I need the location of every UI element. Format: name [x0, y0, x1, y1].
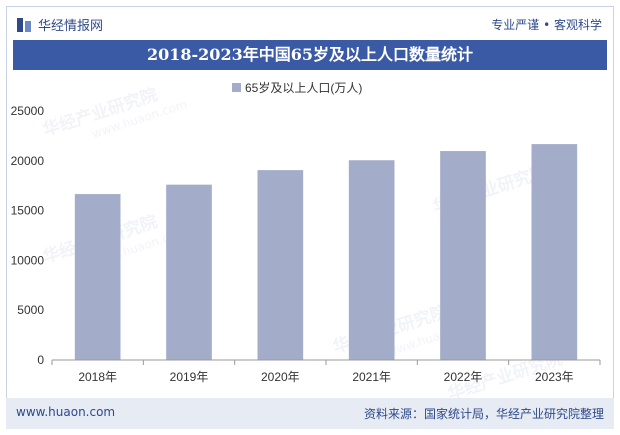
- y-tick-label: 0: [37, 353, 44, 367]
- slogan: 专业严谨 • 客观科学: [491, 18, 602, 32]
- brand[interactable]: 华经情报网: [16, 15, 103, 34]
- header-bar: 华经情报网 专业严谨 • 客观科学: [6, 6, 614, 40]
- x-tick-label: 2020年: [261, 370, 300, 384]
- y-tick-label: 5000: [17, 303, 44, 317]
- y-axis: 0 5000 10000 15000 20000 25000: [11, 104, 45, 367]
- y-tick-label: 25000: [11, 104, 45, 118]
- bar[interactable]: [348, 160, 395, 360]
- x-tick-label: 2019年: [170, 370, 209, 384]
- footer-source: 资料来源：国家统计局，华经产业研究院整理: [363, 407, 604, 421]
- footer: www.huaon.com 资料来源：国家统计局，华经产业研究院整理: [6, 398, 614, 429]
- bars: [74, 144, 578, 360]
- legend-swatch: [232, 83, 241, 92]
- huajing-logo-icon: [17, 17, 31, 32]
- brand-name: 华经情报网: [38, 19, 104, 34]
- bar[interactable]: [440, 151, 486, 360]
- bar[interactable]: [257, 170, 304, 360]
- bar[interactable]: [166, 184, 212, 360]
- bar-chart: 65岁及以上人口(万人) 0 5000 10000 15000 20000 25000 2…: [11, 80, 601, 384]
- x-tick-label: 2023年: [535, 370, 574, 384]
- legend: 65岁及以上人口(万人): [232, 80, 362, 95]
- footer-url[interactable]: www.huaon.com: [16, 405, 116, 419]
- y-tick-label: 15000: [11, 204, 45, 218]
- bar[interactable]: [74, 194, 121, 360]
- y-tick-label: 20000: [11, 154, 45, 168]
- x-tick-label: 2021年: [352, 370, 391, 384]
- chart-title: 2018-2023年中国65岁及以上人口数量统计: [147, 45, 473, 64]
- y-tick-label: 10000: [11, 253, 45, 267]
- x-tick-label: 2018年: [78, 370, 117, 384]
- bar[interactable]: [531, 144, 578, 360]
- x-axis: 2018年 2019年 2020年 2021年 2022年 2023年: [51, 359, 601, 384]
- title-bar: 2018-2023年中国65岁及以上人口数量统计: [13, 40, 607, 70]
- legend-label: 65岁及以上人口(万人): [245, 80, 362, 95]
- x-tick-label: 2022年: [444, 370, 483, 384]
